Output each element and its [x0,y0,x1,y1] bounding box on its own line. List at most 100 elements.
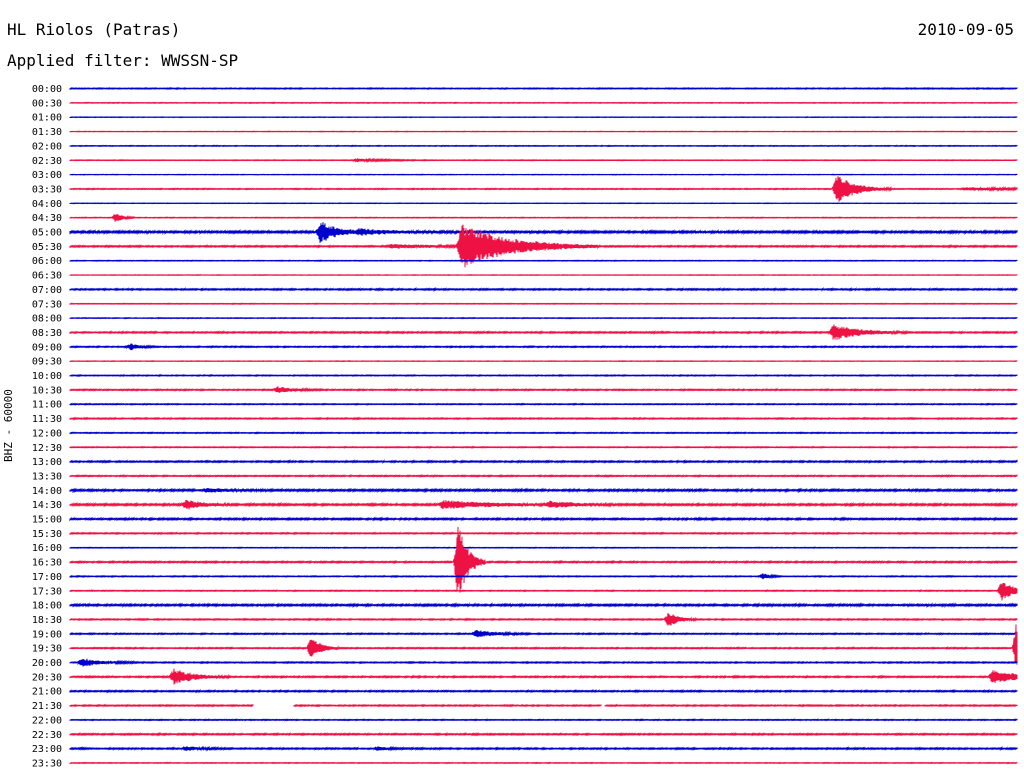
station-title: HL Riolos (Patras) [7,20,181,39]
trace-1130 [69,416,1018,421]
trace-0630 [69,273,1018,277]
tick-label: 02:30 [32,156,62,167]
trace-1830 [69,612,1018,626]
tick-label: 00:30 [32,98,62,109]
trace-1530 [69,531,1018,536]
tick-label: 17:00 [32,572,62,583]
trace-1400 [69,487,1018,494]
trace-1430 [69,499,1018,510]
trace-0430 [69,214,1018,222]
trace-0330 [69,176,1018,202]
trace-1330 [69,473,1018,478]
trace-1600 [69,546,1018,550]
trace-0530 [69,224,1018,268]
tick-label: 15:30 [32,529,62,540]
trace-2030 [69,668,1018,685]
tick-label: 04:00 [32,199,62,210]
trace-1700 [69,573,1018,580]
tick-label: 23:00 [32,744,62,755]
filter-label: Applied filter: WWSSN-SP [7,51,239,70]
trace-0930 [69,360,1018,363]
trace-1030 [69,386,1018,393]
trace-2000 [69,658,1018,667]
trace-1630 [69,526,1018,593]
tick-label: 07:30 [32,299,62,310]
trace-1930 [69,624,1018,665]
tick-label: 08:30 [32,328,62,339]
tick-label: 09:30 [32,357,62,368]
trace-2330 [69,761,1018,765]
tick-label: 20:00 [32,658,62,669]
trace-0030 [69,101,1018,105]
trace-0230 [69,157,1018,164]
tick-label: 05:30 [32,242,62,253]
tick-label: 21:30 [32,701,62,712]
tick-label: 04:30 [32,213,62,224]
time-tick-labels: 00:00 00:30 01:00 01:30 02:00 02:30 03:00 03:30… [32,84,62,769]
trace-2300 [69,745,1018,752]
tick-label: 16:00 [32,543,62,554]
tick-label: 19:30 [32,644,62,655]
trace-2100 [69,688,1018,694]
trace-0830 [69,324,1018,340]
trace-1800 [69,602,1018,609]
trace-0700 [69,286,1018,292]
tick-label: 08:00 [32,314,62,325]
tick-label: 13:30 [32,471,62,482]
tick-label: 06:30 [32,271,62,282]
trace-0130 [69,130,1018,133]
tick-label: 12:00 [32,428,62,439]
tick-label: 18:30 [32,615,62,626]
trace-1000 [69,373,1018,378]
trace-0400 [69,202,1018,205]
trace-1500 [69,516,1018,522]
tick-label: 05:00 [32,228,62,239]
trace-0900 [69,343,1018,351]
trace-2200 [69,718,1018,722]
tick-label: 14:30 [32,500,62,511]
tick-label: 01:30 [32,127,62,138]
trace-1730 [69,582,1018,601]
tick-label: 18:00 [32,601,62,612]
tick-label: 13:00 [32,457,62,468]
date-label: 2010-09-05 [917,20,1014,39]
tick-label: 23:30 [32,758,62,769]
tick-label: 01:00 [32,113,62,124]
tick-label: 02:00 [32,141,62,152]
trace-1300 [69,459,1018,465]
trace-1900 [69,630,1018,638]
trace-0000 [69,86,1018,91]
trace-1230 [69,445,1018,450]
trace-0730 [69,302,1018,306]
tick-label: 11:00 [32,400,62,411]
tick-label: 03:30 [32,184,62,195]
trace-1100 [69,402,1018,406]
tick-label: 22:00 [32,715,62,726]
trace-0100 [69,116,1018,119]
tick-label: 11:30 [32,414,62,425]
trace-1200 [69,431,1018,435]
trace-2230 [69,731,1018,737]
tick-label: 15:00 [32,515,62,526]
tick-label: 20:30 [32,672,62,683]
tick-label: 07:00 [32,285,62,296]
tick-label: 17:30 [32,586,62,597]
trace-0800 [69,316,1018,320]
tick-label: 10:30 [32,385,62,396]
trace-0200 [69,144,1018,148]
tick-label: 09:00 [32,342,62,353]
tick-label: 21:00 [32,687,62,698]
tick-label: 03:00 [32,170,62,181]
trace-0600 [69,259,1018,263]
tick-label: 16:30 [32,558,62,569]
tick-label: 00:00 [32,84,62,95]
trace-0300 [69,173,1018,176]
tick-label: 10:00 [32,371,62,382]
tick-label: 06:00 [32,256,62,267]
tick-label: 12:30 [32,443,62,454]
tick-label: 19:00 [32,629,62,640]
tick-label: 14:00 [32,486,62,497]
trace-0500 [69,222,1018,243]
tick-label: 22:30 [32,730,62,741]
